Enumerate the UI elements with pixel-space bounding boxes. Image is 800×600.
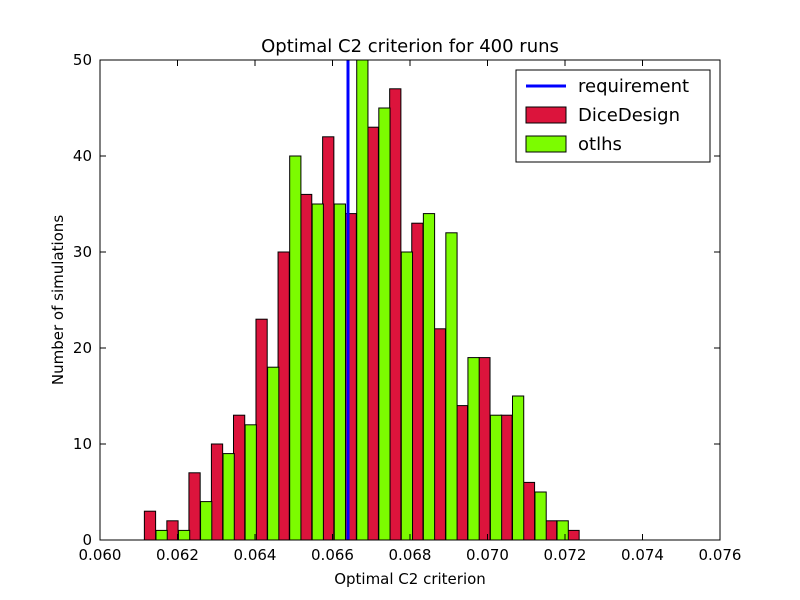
legend-label-otlhs: otlhs (578, 134, 622, 155)
bar-dicedesign-6 (411, 222, 424, 541)
legend-label-dicedesign: DiceDesign (578, 105, 680, 126)
bar-dicedesign-1 (188, 472, 201, 541)
y-tick-label: 50 (73, 51, 92, 69)
bar-otlhs-8 (511, 395, 525, 541)
bar-otlhs-2 (244, 424, 257, 541)
bar-otlhs-7 (467, 357, 480, 541)
x-tick-label: 0.060 (79, 546, 122, 564)
x-tick-label: 0.070 (466, 546, 509, 564)
bar-otlhs-9 (556, 520, 569, 541)
bar-otlhs-3 (289, 155, 302, 541)
legend-label-requirement: requirement (578, 76, 689, 97)
bar-otlhs-1 (200, 501, 213, 541)
bar-dicedesign-14 (210, 443, 224, 541)
bar-dicedesign-4 (322, 136, 335, 541)
bar-otlhs-18 (400, 251, 414, 541)
bar-dicedesign-3 (277, 251, 290, 541)
y-tick-label: 10 (73, 435, 92, 453)
x-tick-label: 0.066 (311, 546, 354, 564)
bar-dicedesign-21 (522, 481, 536, 541)
legend-swatch-otlhs (525, 135, 567, 153)
chart-title: Optimal C2 criterion for 400 runs (261, 36, 559, 57)
y-tick-label: 30 (73, 243, 92, 261)
bars-group (143, 59, 580, 541)
bar-otlhs-13 (177, 529, 191, 541)
x-tick-label: 0.064 (234, 546, 277, 564)
bar-dicedesign-22 (567, 529, 580, 541)
x-tick-label: 0.074 (621, 546, 664, 564)
bar-otlhs-16 (311, 203, 324, 541)
bar-otlhs-5 (378, 107, 391, 541)
bar-otlhs-21 (534, 491, 547, 541)
bar-otlhs-19 (445, 232, 458, 541)
legend-swatch-dicedesign (525, 106, 567, 124)
bar-dicedesign-19 (433, 328, 446, 541)
bar-dicedesign-7 (455, 405, 469, 541)
bar-otlhs-6 (422, 213, 436, 541)
bar-otlhs-15 (267, 366, 280, 541)
legend: requirement DiceDesign otlhs (515, 69, 711, 163)
bar-dicedesign-18 (389, 88, 402, 541)
bar-dicedesign-20 (478, 357, 491, 541)
bar-otlhs-0 (155, 529, 168, 541)
ticks-group: 0.060 0.062 0.064 0.066 0.068 0.070 0.072 0.074… (73, 51, 742, 564)
bar-dicedesign-13 (166, 520, 179, 541)
y-axis-label: Number of simulations (49, 215, 67, 385)
bar-dicedesign-8 (500, 414, 513, 541)
x-axis-label: Optimal C2 criterion (334, 570, 486, 588)
bar-otlhs-14 (222, 453, 235, 541)
x-tick-label: 0.068 (389, 546, 432, 564)
bar-dicedesign-15 (255, 318, 268, 541)
bar-dicedesign-5 (366, 126, 379, 541)
x-tick-label: 0.072 (544, 546, 587, 564)
y-tick-label: 40 (73, 147, 92, 165)
bar-otlhs-20 (489, 414, 503, 541)
bar-dicedesign-2 (232, 414, 246, 541)
y-tick-label: 0 (82, 531, 92, 549)
bar-dicedesign-16 (300, 193, 313, 541)
y-tick-label: 20 (73, 339, 92, 357)
bar-otlhs-4 (333, 203, 346, 541)
bar-otlhs-17 (356, 59, 369, 541)
bar-dicedesign-9 (544, 520, 558, 541)
x-tick-label: 0.076 (699, 546, 742, 564)
bar-dicedesign-0 (143, 510, 157, 541)
x-tick-label: 0.062 (156, 546, 199, 564)
